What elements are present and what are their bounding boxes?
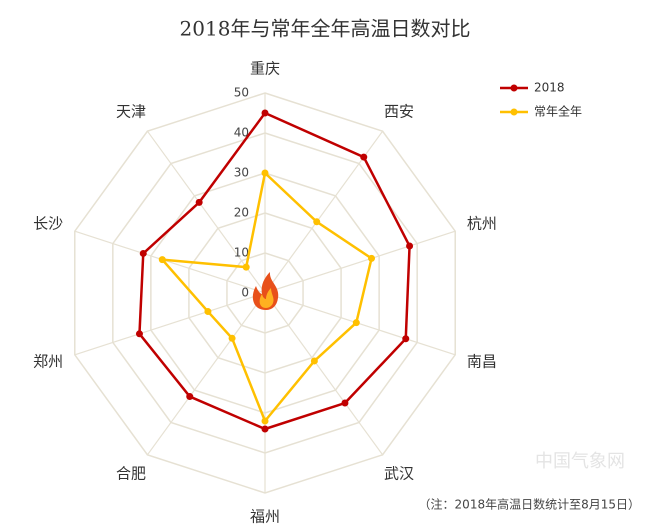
point (158, 256, 166, 264)
point (139, 249, 147, 257)
tick-label: 50 (234, 86, 249, 100)
legend-marker (510, 84, 518, 92)
fire-icon (252, 272, 279, 310)
category-label: 郑州 (33, 353, 63, 371)
category-label: 长沙 (33, 214, 63, 232)
point (195, 198, 203, 206)
point (313, 218, 321, 226)
tick-label: 10 (234, 246, 249, 260)
point (261, 425, 269, 433)
note: （注：2018年高温日数统计至8月15日） (419, 497, 640, 512)
spoke (146, 292, 266, 456)
legend-marker (510, 108, 518, 116)
spoke (264, 230, 456, 294)
point (352, 319, 360, 327)
legend-label: 常年全年 (534, 104, 582, 119)
point (368, 254, 376, 262)
spoke (264, 292, 456, 356)
spoke (74, 292, 266, 356)
category-label: 重庆 (250, 60, 280, 78)
category-label: 南昌 (467, 353, 497, 371)
point (135, 330, 143, 338)
point (204, 308, 212, 316)
point (310, 357, 318, 365)
category-label: 合肥 (116, 465, 146, 483)
chart-title: 2018年与常年全年高温日数对比 (180, 17, 471, 41)
point (242, 263, 250, 271)
category-label: 福州 (250, 508, 280, 526)
category-label: 武汉 (384, 465, 414, 483)
tick-label: 0 (241, 286, 249, 300)
point (261, 169, 269, 177)
tick-label: 40 (234, 126, 249, 140)
point (228, 334, 236, 342)
point (186, 393, 194, 401)
category-label: 杭州 (467, 214, 497, 232)
watermark: 中国气象网 (535, 451, 625, 472)
category-label: 天津 (116, 102, 146, 120)
tick-label: 30 (234, 166, 249, 180)
legend-label: 2018 (534, 81, 565, 95)
category-label: 西安 (384, 102, 414, 120)
point (341, 399, 349, 407)
spoke (74, 230, 266, 294)
tick-label: 20 (234, 206, 249, 220)
point (261, 417, 269, 425)
spoke (264, 292, 384, 456)
point (360, 153, 368, 161)
point (406, 242, 414, 250)
point (261, 109, 269, 117)
point (402, 335, 410, 343)
